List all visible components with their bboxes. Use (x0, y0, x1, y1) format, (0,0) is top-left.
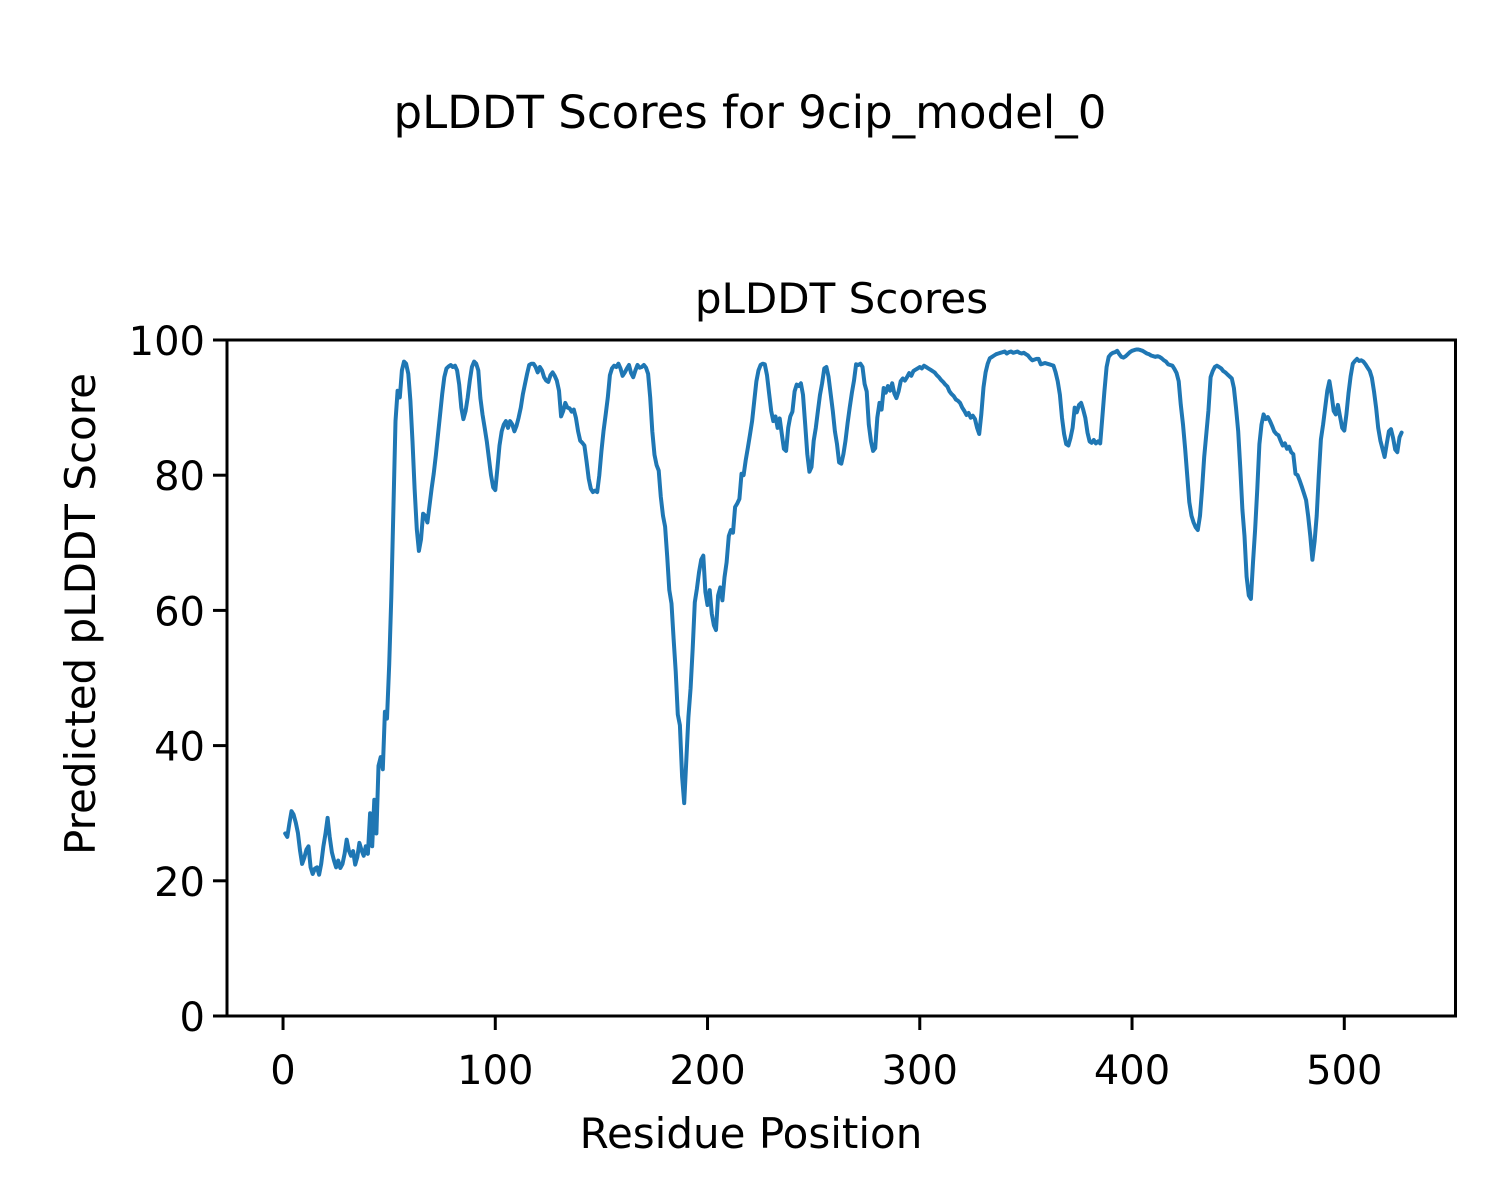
axes-title: pLDDT Scores (694, 274, 989, 323)
x-tick-label: 100 (457, 1048, 533, 1094)
figure-title: pLDDT Scores for 9cip_model_0 (393, 86, 1107, 139)
y-tick-label: 0 (180, 995, 205, 1041)
plddt-line-series (283, 347, 1404, 877)
y-tick-label: 40 (154, 725, 205, 771)
x-tick-label: 400 (1094, 1048, 1170, 1094)
axis-tick-labels: 0 100 200 300 400 500 0 20 40 60 80 100 (129, 319, 1383, 1094)
axis-tick-marks (213, 338, 1346, 1030)
x-tick-label: 500 (1306, 1048, 1382, 1094)
y-tick-label: 20 (154, 860, 205, 906)
x-axis-label: Residue Position (579, 1109, 923, 1158)
y-axis-label: Predicted pLDDT Score (56, 373, 105, 855)
axes-background (227, 340, 1456, 1016)
x-tick-label: 300 (882, 1048, 958, 1094)
y-tick-label: 60 (154, 589, 205, 635)
x-tick-label: 200 (669, 1048, 745, 1094)
axes-frame (225, 338, 1457, 1018)
x-tick-label: 0 (270, 1048, 295, 1094)
y-tick-label: 100 (129, 319, 205, 365)
y-tick-label: 80 (154, 454, 205, 500)
